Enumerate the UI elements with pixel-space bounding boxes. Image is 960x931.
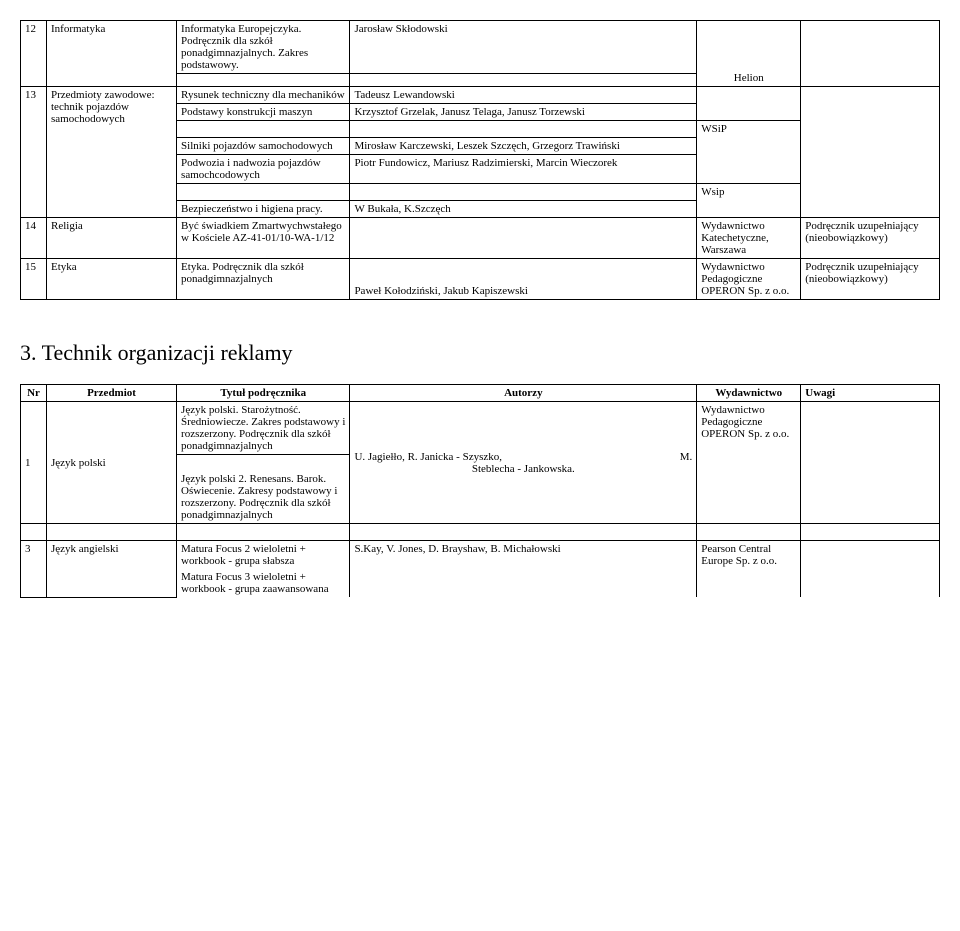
cell-title: Język polski 2. Renesans. Barok. Oświece…	[177, 471, 350, 524]
cell-title: Etyka. Podręcznik dla szkół ponadgimnazj…	[177, 259, 350, 300]
cell-notes: Podręcznik uzupełniający (nieobowiązkowy…	[801, 259, 940, 300]
cell-title: Informatyka Europejczyka. Podręcznik dla…	[177, 21, 350, 74]
cell-notes	[801, 21, 940, 87]
header-subject: Przedmiot	[47, 385, 177, 402]
cell-notes	[801, 402, 940, 524]
cell-title: Rysunek techniczny dla mechaników	[177, 87, 350, 104]
table-row: 3 Język angielski Matura Focus 2 wielole…	[21, 541, 940, 570]
section-heading: 3. Technik organizacji reklamy	[20, 340, 940, 366]
table-bottom: Nr Przedmiot Tytuł podręcznika Autorzy W…	[20, 384, 940, 598]
cell-notes	[801, 541, 940, 598]
cell-subject: Przedmioty zawodowe: technik pojazdów sa…	[47, 87, 177, 218]
cell-publisher: Wydawnictwo Pedagogiczne OPERON Sp. z o.…	[697, 402, 801, 524]
cell-publisher: Wydawnictwo Katechetyczne, Warszawa	[697, 218, 801, 259]
cell-publisher: Wsip	[697, 184, 801, 218]
cell-publisher: WSiP	[697, 121, 801, 184]
cell-title: Podstawy konstrukcji maszyn	[177, 104, 350, 121]
cell-author: Mirosław Karczewski, Leszek Szczęch, Grz…	[350, 138, 697, 155]
cell-notes: Podręcznik uzupełniający (nieobowiązkowy…	[801, 218, 940, 259]
cell-author: U. Jagiełło, R. Janicka - Szyszko, M. St…	[350, 402, 697, 524]
cell-title: Matura Focus 3 wieloletni + workbook - g…	[177, 569, 350, 597]
table-top: 12 Informatyka Informatyka Europejczyka.…	[20, 20, 940, 300]
header-title: Tytuł podręcznika	[177, 385, 350, 402]
cell-num: 13	[21, 87, 47, 218]
header-authors: Autorzy	[350, 385, 697, 402]
cell-publisher: Helion	[697, 21, 801, 87]
cell-num: 3	[21, 541, 47, 598]
cell-title: Być świadkiem Zmartwychwstałego w Koście…	[177, 218, 350, 259]
cell-title: Matura Focus 2 wieloletni + workbook - g…	[177, 541, 350, 570]
cell-author: Krzysztof Grzelak, Janusz Telaga, Janusz…	[350, 104, 697, 121]
cell-author: W Bukała, K.Szczęch	[350, 201, 697, 218]
cell-publisher	[697, 87, 801, 121]
header-notes: Uwagi	[801, 385, 940, 402]
header-publisher: Wydawnictwo	[697, 385, 801, 402]
table-row: 13 Przedmioty zawodowe: technik pojazdów…	[21, 87, 940, 104]
cell-num: 12	[21, 21, 47, 87]
cell-author: Paweł Kołodziński, Jakub Kapiszewski	[350, 259, 697, 300]
cell-subject: Informatyka	[47, 21, 177, 87]
cell-author: Piotr Fundowicz, Mariusz Radzimierski, M…	[350, 155, 697, 184]
cell-publisher: Wydawnictwo Pedagogiczne OPERON Sp. z o.…	[697, 259, 801, 300]
cell-subject: Język angielski	[47, 541, 177, 598]
table-row: 1 Język polski Język polski. Starożytnoś…	[21, 402, 940, 455]
cell-num: 15	[21, 259, 47, 300]
table-row: 12 Informatyka Informatyka Europejczyka.…	[21, 21, 940, 74]
table-header-row: Nr Przedmiot Tytuł podręcznika Autorzy W…	[21, 385, 940, 402]
cell-author	[350, 218, 697, 259]
table-row: 14 Religia Być świadkiem Zmartwychwstałe…	[21, 218, 940, 259]
cell-publisher: Pearson Central Europe Sp. z o.o.	[697, 541, 801, 598]
cell-title: Bezpieczeństwo i higiena pracy.	[177, 201, 350, 218]
table-row: 15 Etyka Etyka. Podręcznik dla szkół pon…	[21, 259, 940, 300]
cell-subject: Religia	[47, 218, 177, 259]
cell-subject: Etyka	[47, 259, 177, 300]
cell-title: Silniki pojazdów samochodowych	[177, 138, 350, 155]
cell-author: S.Kay, V. Jones, D. Brayshaw, B. Michało…	[350, 541, 697, 598]
cell-subject: Język polski	[47, 402, 177, 524]
cell-notes	[801, 87, 940, 218]
cell-num: 1	[21, 402, 47, 524]
cell-title: Podwozia i nadwozia pojazdów samochcodow…	[177, 155, 350, 184]
cell-author: Jarosław Skłodowski	[350, 21, 697, 74]
cell-num: 14	[21, 218, 47, 259]
cell-author: Tadeusz Lewandowski	[350, 87, 697, 104]
cell-title: Język polski. Starożytność. Średniowiecz…	[177, 402, 350, 455]
header-nr: Nr	[21, 385, 47, 402]
